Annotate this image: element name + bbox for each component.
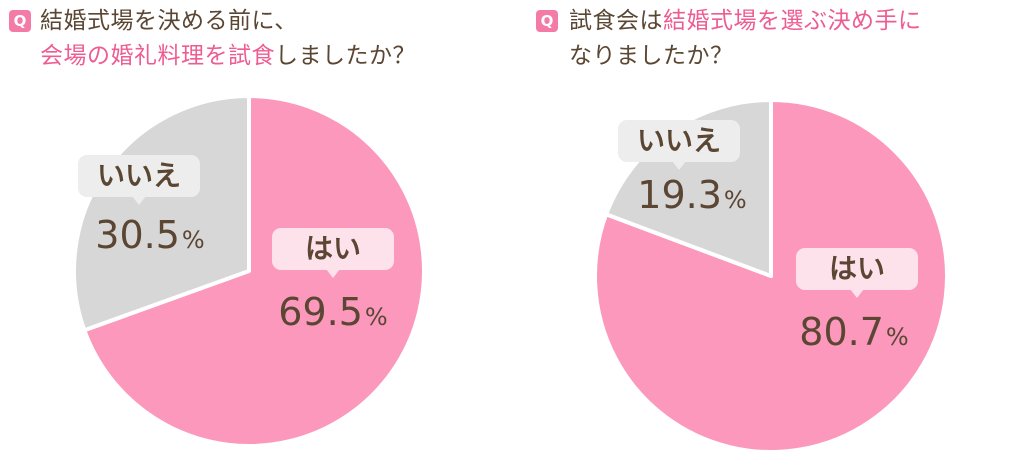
question-title-line1: 試食会は結婚式場を選ぶ決め手に: [569, 5, 922, 37]
chart-panel-2: Q 試食会は結婚式場を選ぶ決め手に なりましたか？ はい 80.7% いいえ 19.3…: [512, 0, 1024, 470]
question-title-line2: なりましたか？: [569, 40, 734, 72]
slice-category-label: いいえ: [97, 159, 181, 192]
chart-panel-1: Q 結婚式場を決める前に、 会場の婚礼料理を試食しましたか？ はい 69.5% いい…: [9, 5, 426, 448]
question-title-text: しましたか？: [275, 43, 416, 69]
slice-category-label: はい: [305, 232, 361, 265]
slice-category-label: いいえ: [637, 124, 721, 157]
pie-chart-2: はい 80.7% いいえ 19.3%: [593, 98, 949, 454]
slice-percent-label: 69.5%: [278, 290, 387, 334]
label-bubble: [796, 248, 918, 290]
pie-slice-yes: [82, 94, 426, 448]
slice-label-no: いいえ 30.5%: [78, 155, 205, 257]
question-title-line1: 結婚式場を決める前に、: [40, 5, 298, 37]
question-badge: Q: [536, 10, 558, 32]
label-bubble: [618, 120, 740, 162]
slice-percent-label: 19.3%: [637, 173, 746, 217]
slice-percent-label: 80.7%: [799, 310, 908, 354]
question-title-highlight: 結婚式場を選ぶ決め手に: [663, 8, 922, 34]
slice-label-yes: はい 80.7%: [796, 248, 918, 354]
slice-label-no: いいえ 19.3%: [618, 120, 747, 217]
question-badge: Q: [9, 10, 31, 32]
slice-label-yes: はい 69.5%: [272, 228, 394, 334]
question-title-text: 試食会は: [569, 8, 663, 34]
label-bubble-tail: [672, 161, 686, 170]
question-title-text: なりましたか？: [569, 43, 734, 69]
label-bubble-tail: [326, 269, 340, 278]
label-bubble-tail: [132, 196, 146, 205]
slice-percent-label: 30.5%: [95, 213, 204, 257]
question-title-line2: 会場の婚礼料理を試食しましたか？: [40, 40, 416, 72]
slice-category-label: はい: [829, 252, 885, 285]
question-title-text: 結婚式場を決める前に、: [40, 8, 298, 34]
label-bubble-tail: [850, 289, 864, 298]
question-title-highlight: 会場の婚礼料理を試食: [40, 43, 275, 69]
pie-chart-1: はい 69.5% いいえ 30.5%: [72, 94, 426, 448]
label-bubble: [272, 228, 394, 270]
label-bubble: [78, 155, 200, 197]
